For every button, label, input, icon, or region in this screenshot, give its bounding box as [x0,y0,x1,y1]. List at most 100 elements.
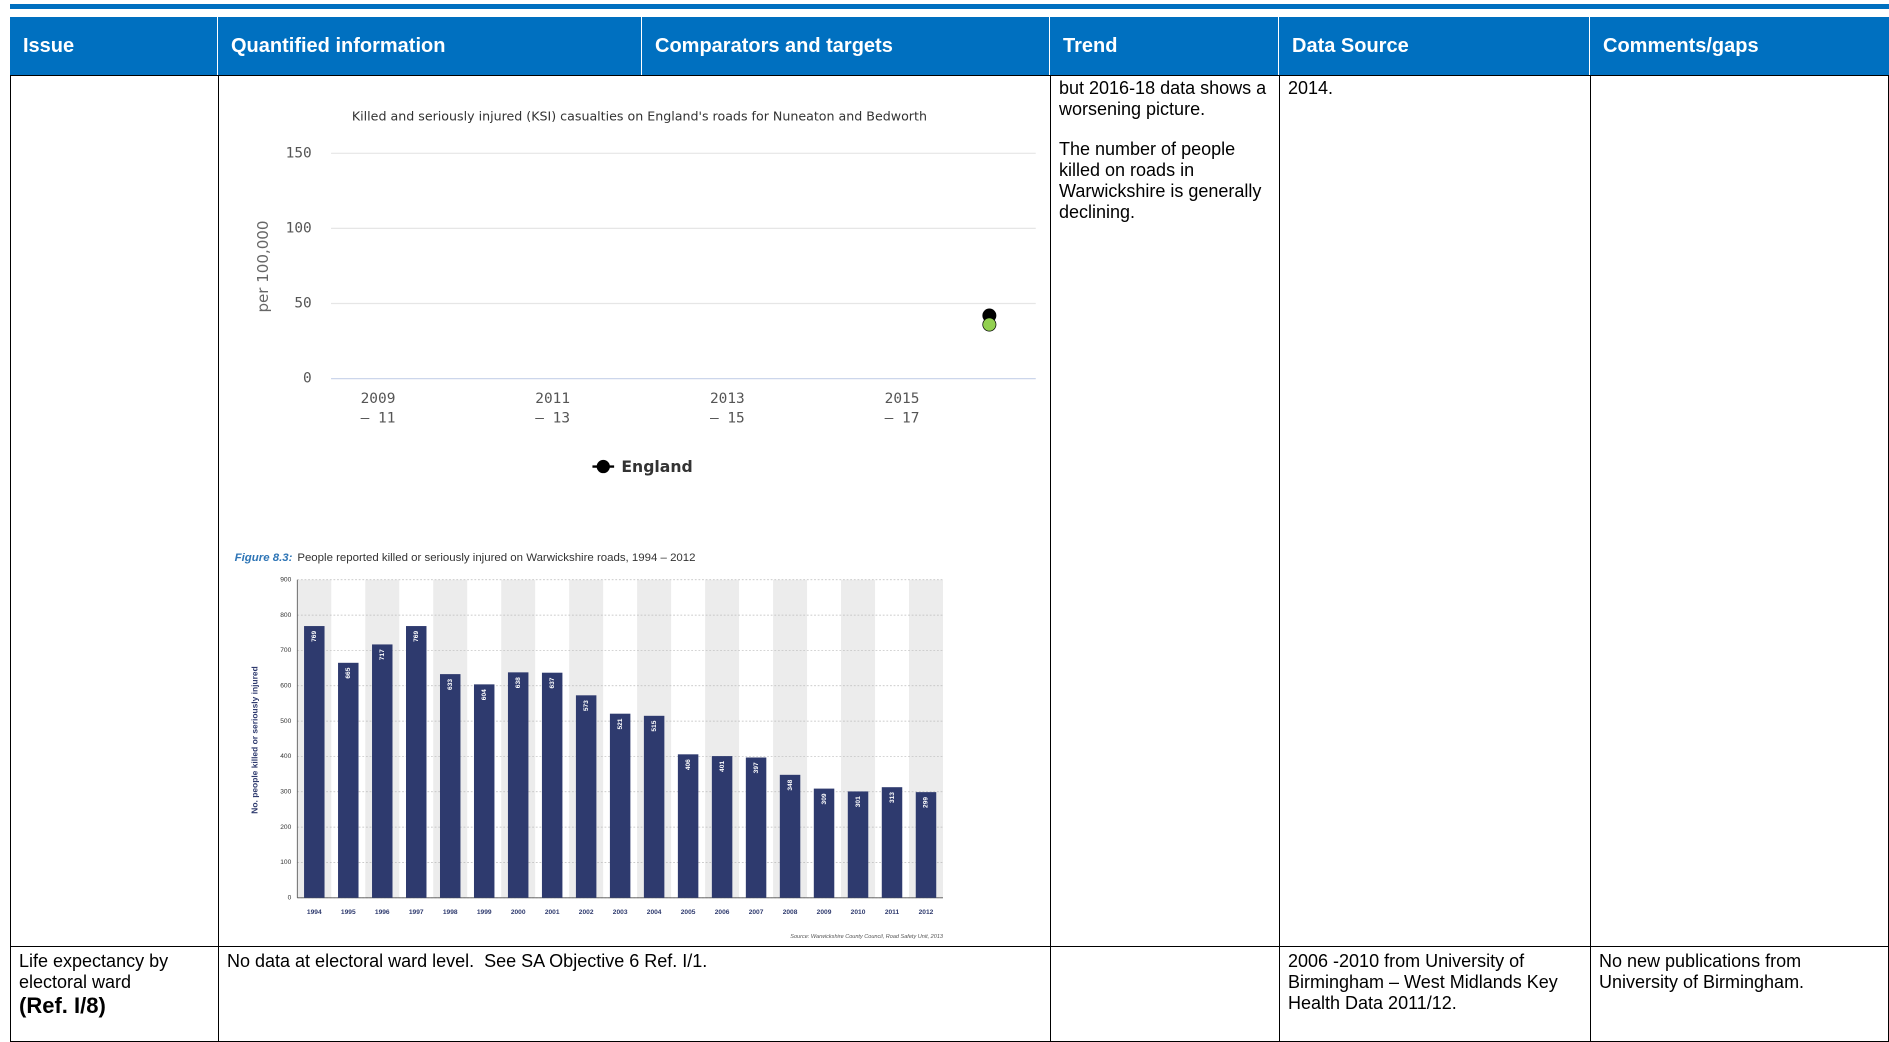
value-label: 313 [889,792,896,803]
comments-cell [1590,75,1889,947]
text: Life expectancy by electoral ward [19,951,169,992]
bar [338,662,359,898]
header-cell: Data Source [1279,17,1590,75]
x-tick-label: 1999 [477,909,492,916]
y-tick-label: 0 [303,371,312,387]
x-tick-line: – 17 [885,410,920,426]
bar [575,695,597,898]
x-tick-label: 2011 – 13 [535,391,570,426]
value-label: 406 [685,759,692,770]
title-label: Figure 8.3: [235,552,293,564]
bar [915,792,937,898]
x-tick-label: 2003 [613,909,628,916]
value-label: 573 [583,700,590,711]
y-tick-label: 150 [286,145,312,161]
value-label: 397 [753,762,760,773]
x-tick-label: 2000 [511,909,526,916]
bar [439,674,461,898]
value-label: 633 [447,679,454,690]
x-tick-label: 2009 – 11 [361,391,396,426]
text: but 2016-18 data shows a worsening pictu… [1059,78,1267,119]
point [982,317,997,332]
x-tick-line: 2009 [361,391,396,407]
y-tick-label: 600 [280,683,291,690]
value-label: 769 [311,631,318,642]
x-tick-line: – 11 [361,410,396,426]
value-label: 665 [345,667,352,678]
text: No data at electoral ward level. See SA … [227,951,708,971]
bar [745,757,767,898]
x-tick-label: 2013 – 15 [710,391,745,426]
bar [881,787,903,898]
bar [473,684,495,898]
y-axis-label: No. people killed or seriously injured [249,666,259,813]
x-tick-label: 2001 [545,909,560,916]
chart-title: Killed and seriously injured (KSI) casua… [352,109,927,124]
x-tick-label: 2007 [749,909,764,916]
x-tick-label: 2004 [647,909,662,916]
bar [609,713,631,898]
issue-cell [10,75,219,947]
y-tick-label: 400 [280,753,291,760]
x-tick-line: 2011 [535,391,570,407]
comments-cell: No new publications from University of B… [1590,946,1889,1042]
y-tick-label: 700 [280,647,291,654]
x-tick-line: 2013 [710,391,745,407]
bar [813,788,835,898]
y-tick-label: 500 [280,718,291,725]
y-tick-label: 200 [280,824,291,831]
value-label: 309 [821,793,828,804]
value-label: 521 [617,718,624,729]
y-tick-label: 900 [280,577,291,584]
bar [406,626,427,898]
value-label: 515 [651,720,658,731]
text: The number of people killed on roads in … [1059,139,1262,222]
x-tick-label: 2015 – 17 [885,391,920,426]
value-label: 717 [379,649,386,660]
y-axis-label: per 100,000 [254,221,272,313]
x-tick-line: – 13 [535,410,570,426]
x-tick-label: 2008 [783,909,798,916]
title-text: People reported killed or seriously inju… [297,552,695,564]
bar [711,756,733,898]
x-tick-label: 1996 [375,909,390,916]
issue-cell: Life expectancy by electoral ward (Ref. … [10,946,219,1042]
x-tick-label: 2009 [817,909,832,916]
chart-title: Figure 8.3: People reported killed or ser… [235,552,696,564]
value-label: 637 [549,677,556,688]
y-tick-label: 300 [280,789,291,796]
legend-marker [596,459,610,474]
x-tick-label: 2012 [919,909,934,916]
x-tick-label: 1995 [341,909,356,916]
value-label: 604 [481,689,488,700]
bar [507,672,529,898]
x-tick-label: 1998 [443,909,458,916]
header-cell: Quantified information [218,17,642,75]
y-tick-label: 100 [286,220,312,236]
text: 2014. [1288,78,1334,98]
ref: (Ref. I/8) [19,993,106,1018]
y-tick-label: 50 [294,296,311,312]
value-label: 348 [787,779,794,790]
x-tick-label: 2011 [885,909,900,916]
trend-cell: but 2016-18 data shows a worsening pictu… [1050,75,1280,947]
bar [541,672,563,898]
legend-label: England [621,457,692,476]
bar [677,754,699,898]
bar [643,715,665,898]
value-label: 769 [413,631,420,642]
x-tick-label: 2006 [715,909,730,916]
x-tick-line: – 15 [710,410,745,426]
text: 2006 -2010 from University of Birmingham… [1288,951,1558,1013]
top-rule [10,4,1889,9]
trend-cell [1050,946,1280,1042]
source-cell: 2014. [1279,75,1591,947]
bar [847,791,869,898]
x-tick-label: 2002 [579,909,594,916]
value-label: 401 [719,761,726,772]
charts: Killed and seriously injured (KSI) casua… [235,109,1036,940]
x-tick-label: 2010 [851,909,866,916]
header-cell: Comments/gaps [1590,17,1889,75]
x-tick-label: 1997 [409,909,424,916]
